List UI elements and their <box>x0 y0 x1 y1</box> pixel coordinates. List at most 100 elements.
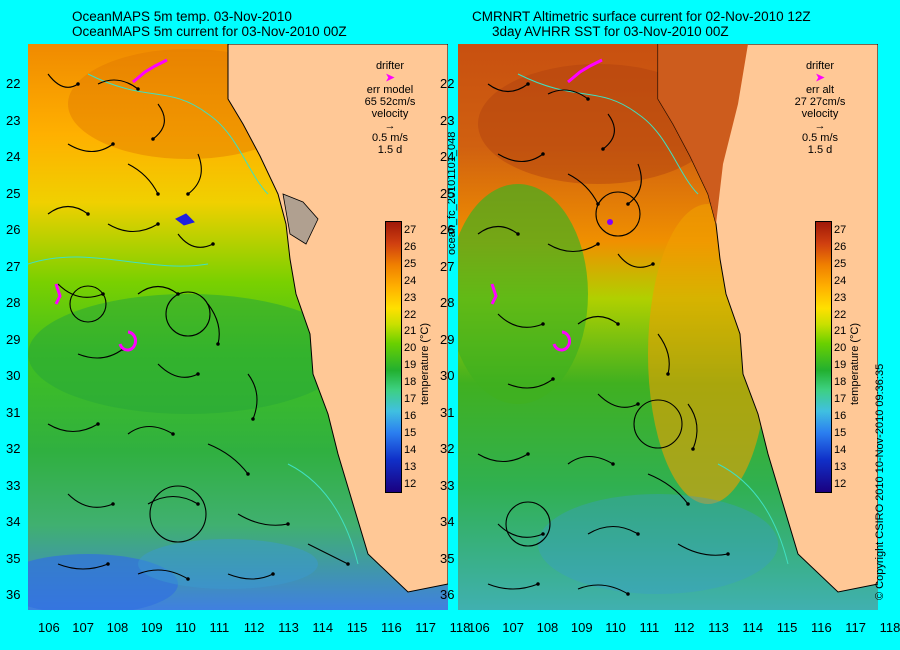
lat-tick-label: 23 <box>6 112 21 128</box>
lon-tick-label: 116 <box>381 620 402 635</box>
colorbar-tick-label: 19 <box>404 359 417 372</box>
lat-tick-label: 35 <box>6 550 21 566</box>
lat-tick-label: 35 <box>440 550 455 566</box>
lat-tick-label: 32 <box>6 441 21 456</box>
lon-tick-label: 110 <box>605 620 626 635</box>
current-arrows <box>477 82 730 596</box>
lat-tick-label: 30 <box>6 368 21 383</box>
left-velocity-label: velocity <box>371 108 409 120</box>
lat-tick-label: 33 <box>6 477 21 493</box>
left-velocity-duration: 1.5 d <box>377 144 403 156</box>
colorbar-tick-label: 21 <box>404 325 417 338</box>
left-map-panel[interactable] <box>28 44 448 610</box>
lat-tick-label: 28 <box>6 295 21 310</box>
left-legend: drifter ➤ err model 65 52cm/s velocity →… <box>360 60 420 156</box>
lon-tick-label: 117 <box>415 620 437 635</box>
colorbar-tick-label: 26 <box>834 240 847 253</box>
current-arrows <box>47 73 350 581</box>
right-colorbar-title: temperature (°C) <box>849 322 861 405</box>
colorbar-tick-label: 25 <box>404 257 417 270</box>
lon-tick-label: 110 <box>175 620 196 635</box>
left-err-label: err model <box>366 84 414 96</box>
lon-tick-label: 115 <box>776 620 798 635</box>
lat-tick-label: 24 <box>6 149 21 164</box>
right-velocity-speed: 0.5 m/s <box>801 132 839 144</box>
colorbar-tick-label: 15 <box>834 426 847 439</box>
right-velocity-label: velocity <box>801 108 839 120</box>
lat-tick-label: 36 <box>6 587 21 602</box>
lon-tick-label: 106 <box>38 620 60 635</box>
lon-tick-label: 116 <box>811 620 832 635</box>
right-map-panel[interactable] <box>458 44 878 610</box>
lon-tick-label: 112 <box>243 620 265 635</box>
left-drifter-label: drifter <box>375 60 405 72</box>
colorbar-tick-label: 23 <box>834 291 847 304</box>
right-drifter-label: drifter <box>805 60 835 72</box>
lat-tick-label: 22 <box>6 76 21 91</box>
drifter-tracks <box>490 58 603 352</box>
left-colorbar <box>385 221 402 493</box>
colorbar-tick-label: 13 <box>404 460 417 473</box>
left-err-value: 65 52cm/s <box>364 96 416 108</box>
lon-tick-label: 108 <box>536 620 559 635</box>
colorbar-tick-label: 22 <box>404 308 417 321</box>
lat-tick-label: 27 <box>440 258 455 274</box>
colorbar-tick-label: 17 <box>834 393 847 405</box>
colorbar-tick-label: 21 <box>834 325 847 338</box>
lat-tick-label: 27 <box>6 258 21 274</box>
lon-tick-label: 109 <box>140 620 163 635</box>
right-title-line2: 3day AVHRR SST for 03-Nov-2010 00Z <box>492 24 729 39</box>
right-drifter-icon: ➤ <box>815 72 825 84</box>
lat-tick-label: 30 <box>440 368 455 383</box>
lat-tick-label: 29 <box>6 331 21 347</box>
lon-tick-label: 109 <box>570 620 593 635</box>
colorbar-tick-label: 12 <box>834 477 847 490</box>
lat-tick-label: 22 <box>440 76 455 91</box>
colorbar-tick-label: 16 <box>404 409 417 422</box>
colorbar-tick-label: 18 <box>834 376 847 389</box>
colorbar-tick-label: 23 <box>404 291 417 304</box>
left-velocity-arrow-icon: → <box>384 120 396 132</box>
colorbar-tick-label: 18 <box>404 376 417 389</box>
right-err-label: err alt <box>805 84 835 96</box>
lat-tick-label: 36 <box>440 587 455 602</box>
lon-tick-label: 114 <box>742 620 764 635</box>
right-velocity-arrow-icon: → <box>814 120 826 132</box>
drifter-tracks <box>54 58 168 352</box>
colorbar-tick-label: 24 <box>404 274 417 287</box>
lat-tick-label: 24 <box>440 149 455 164</box>
lat-tick-label: 32 <box>440 441 455 456</box>
lat-tick-label: 28 <box>440 295 455 310</box>
lat-tick-label: 34 <box>6 514 21 529</box>
colorbar-tick-label: 20 <box>404 342 417 355</box>
colorbar-tick-label: 12 <box>404 477 417 490</box>
right-velocity-duration: 1.5 d <box>807 144 833 156</box>
colorbar-tick-label: 19 <box>834 359 847 372</box>
left-title-line1: OceanMAPS 5m temp. 03-Nov-2010 <box>72 9 292 24</box>
lat-tick-label: 25 <box>6 185 21 201</box>
left-title-line2: OceanMAPS 5m current for 03-Nov-2010 00Z <box>72 24 347 39</box>
lat-tick-label: 33 <box>440 477 455 493</box>
lon-tick-label: 106 <box>468 620 490 635</box>
colorbar-tick-label: 27 <box>404 224 417 236</box>
colorbar-tick-label: 26 <box>404 240 417 253</box>
colorbar-tick-label: 25 <box>834 257 847 270</box>
lon-tick-label: 118 <box>879 620 900 635</box>
lon-tick-label: 111 <box>639 620 660 635</box>
lon-tick-label: 113 <box>708 620 729 635</box>
right-legend: drifter ➤ err alt 27 27cm/s velocity → 0… <box>790 60 850 156</box>
lon-tick-label: 117 <box>845 620 867 635</box>
lon-tick-label: 111 <box>209 620 230 635</box>
copyright: © Copyright CSIRO 2010 10-Nov-2010 09:36… <box>874 363 886 600</box>
lat-tick-label: 31 <box>440 404 455 420</box>
right-err-value: 27 27cm/s <box>794 96 846 108</box>
lon-tick-label: 112 <box>673 620 695 635</box>
lon-tick-label: 107 <box>502 620 524 635</box>
lat-tick-label: 26 <box>6 222 21 237</box>
colorbar-tick-label: 16 <box>834 409 847 422</box>
lat-tick-label: 34 <box>440 514 455 529</box>
lon-tick-label: 107 <box>72 620 94 635</box>
colorbar-tick-label: 14 <box>404 443 417 456</box>
colorbar-tick-label: 13 <box>834 460 847 473</box>
left-colorbar-title: temperature (°C) <box>419 322 431 405</box>
